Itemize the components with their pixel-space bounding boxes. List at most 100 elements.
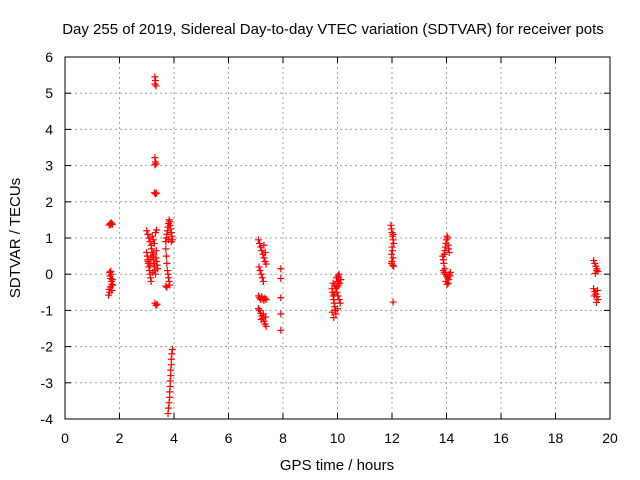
data-point [168, 345, 176, 353]
data-point [254, 236, 262, 244]
x-tick-label: 16 [493, 430, 509, 446]
data-point [153, 189, 161, 197]
data-point [162, 282, 170, 290]
data-point [445, 270, 453, 278]
y-tick-label: 2 [45, 194, 53, 210]
data-point [107, 221, 115, 229]
x-tick-label: 20 [602, 430, 618, 446]
y-tick-label: 3 [45, 158, 53, 174]
data-point [328, 308, 336, 316]
data-point [593, 286, 601, 294]
data-point [336, 279, 344, 287]
data-point [257, 270, 265, 278]
data-point [441, 265, 449, 273]
data-point [151, 80, 159, 88]
data-point [443, 280, 451, 288]
data-point [260, 254, 268, 262]
data-point [259, 277, 267, 285]
data-point [389, 254, 397, 262]
data-point [389, 247, 397, 255]
data-point [256, 267, 264, 275]
data-point [277, 265, 285, 273]
data-point [334, 292, 342, 300]
x-axis-title: GPS time / hours [280, 457, 394, 474]
data-point [163, 283, 171, 291]
data-point [445, 248, 453, 256]
x-tick-label: 12 [384, 430, 400, 446]
data-point [444, 279, 452, 287]
data-point [149, 268, 157, 276]
data-point [277, 326, 285, 334]
y-axis-title: SDTVAR / TECUs [7, 178, 24, 298]
y-tick-label: -3 [41, 375, 54, 391]
x-tick-label: 18 [548, 430, 564, 446]
x-tick-label: 14 [439, 430, 455, 446]
data-point [258, 274, 266, 282]
data-point [153, 300, 161, 308]
chart-title: Day 255 of 2019, Sidereal Day-to-day VTE… [62, 21, 604, 38]
data-point [147, 254, 155, 262]
data-point [390, 262, 398, 270]
y-tick-label: 4 [45, 121, 53, 137]
data-point [146, 261, 154, 269]
data-point [334, 272, 342, 280]
data-point [256, 239, 264, 247]
data-point [153, 226, 161, 234]
data-point [389, 261, 397, 269]
data-point [107, 267, 115, 275]
data-point [334, 305, 341, 313]
data-point [261, 294, 269, 302]
data-point [262, 260, 270, 268]
data-point [255, 263, 263, 271]
data-point [144, 258, 152, 266]
data-point [151, 190, 159, 198]
data-point [330, 314, 338, 322]
data-point [337, 276, 345, 284]
data-point [162, 245, 170, 253]
data-point [390, 239, 398, 247]
data-point [109, 281, 117, 289]
x-tick-label: 6 [225, 430, 233, 446]
data-point [150, 239, 158, 247]
data-point [262, 296, 270, 304]
x-tick-label: 10 [330, 430, 346, 446]
data-point [163, 259, 171, 267]
y-tick-label: -4 [41, 411, 54, 427]
y-tick-label: 0 [45, 266, 53, 282]
data-point [147, 277, 155, 285]
data-point [145, 234, 153, 242]
y-tick-label: -1 [41, 302, 54, 318]
data-points [105, 73, 602, 418]
data-point [277, 310, 285, 318]
data-point [389, 298, 397, 306]
data-point [592, 298, 600, 306]
data-point [389, 230, 397, 238]
data-point [258, 247, 266, 255]
data-point [162, 252, 170, 260]
data-point [144, 230, 152, 238]
x-tick-label: 8 [279, 430, 287, 446]
data-point [330, 290, 338, 298]
data-point [152, 82, 160, 90]
data-point [336, 299, 344, 307]
data-point [444, 234, 452, 242]
data-point [329, 279, 337, 287]
data-point [262, 313, 270, 321]
data-point [260, 241, 268, 249]
data-point [590, 292, 598, 300]
y-tick-label: 1 [45, 230, 53, 246]
data-point [108, 286, 116, 294]
data-point [277, 275, 285, 283]
data-point [152, 247, 160, 255]
data-point [105, 291, 113, 299]
data-point [151, 161, 159, 169]
x-tick-label: 2 [116, 430, 124, 446]
y-tick-label: 6 [45, 49, 53, 65]
data-point [165, 236, 173, 244]
data-point [152, 301, 160, 309]
data-point [143, 227, 151, 235]
y-tick-label: -2 [41, 339, 54, 355]
data-point [152, 160, 160, 168]
